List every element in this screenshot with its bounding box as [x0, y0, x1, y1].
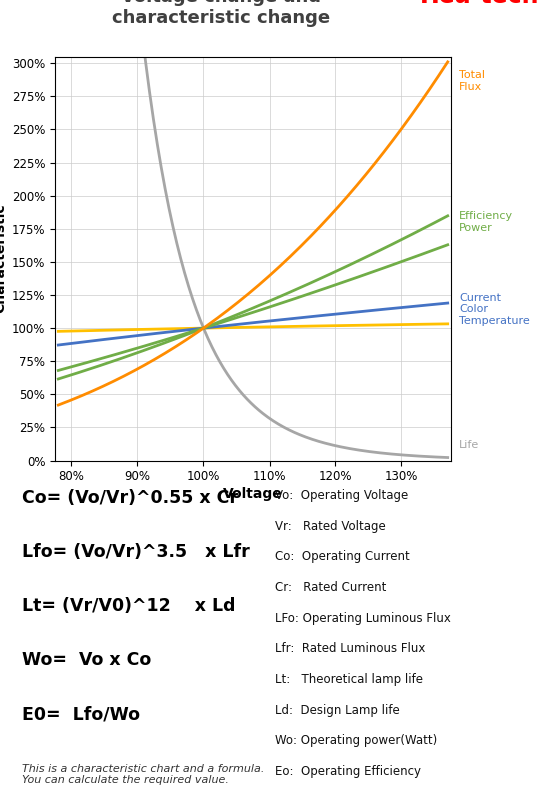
- Text: Vo:  Operating Voltage: Vo: Operating Voltage: [275, 489, 408, 502]
- Text: Lt:   Theoretical lamp life: Lt: Theoretical lamp life: [275, 673, 423, 686]
- Text: Co= (Vo/Vr)^0.55 x Cr: Co= (Vo/Vr)^0.55 x Cr: [22, 489, 238, 507]
- Text: Vr:   Rated Voltage: Vr: Rated Voltage: [275, 520, 386, 532]
- Text: Current
Color
Temperature: Current Color Temperature: [459, 292, 530, 326]
- X-axis label: Voltage: Voltage: [223, 487, 283, 502]
- Text: Efficiency
Power: Efficiency Power: [459, 212, 513, 233]
- Text: E0=  Lfo/Wo: E0= Lfo/Wo: [22, 705, 140, 723]
- Text: Life: Life: [459, 440, 480, 450]
- Text: Lfr:  Rated Luminous Flux: Lfr: Rated Luminous Flux: [275, 642, 425, 655]
- Text: LFo: Operating Luminous Flux: LFo: Operating Luminous Flux: [275, 612, 451, 625]
- Text: Ld:  Design Lamp life: Ld: Design Lamp life: [275, 704, 400, 717]
- Y-axis label: Characteristic: Characteristic: [0, 204, 8, 314]
- Text: Cr:   Rated Current: Cr: Rated Current: [275, 581, 386, 594]
- Text: Hea-tech: Hea-tech: [420, 0, 539, 8]
- Text: This is a characteristic chart and a formula.
You can calculate the required val: This is a characteristic chart and a for…: [22, 764, 265, 785]
- Text: Wo: Operating power(Watt): Wo: Operating power(Watt): [275, 734, 437, 747]
- Text: Lfo= (Vo/Vr)^3.5   x Lfr: Lfo= (Vo/Vr)^3.5 x Lfr: [22, 543, 250, 561]
- Text: Eo:  Operating Efficiency: Eo: Operating Efficiency: [275, 765, 421, 778]
- Text: Total
Flux: Total Flux: [459, 70, 485, 91]
- Text: Wo=  Vo x Co: Wo= Vo x Co: [22, 651, 151, 669]
- Text: Voltage change and
characteristic change: Voltage change and characteristic change: [112, 0, 331, 27]
- Text: Lt= (Vr/V0)^12    x Ld: Lt= (Vr/V0)^12 x Ld: [22, 597, 235, 615]
- Text: Co:  Operating Current: Co: Operating Current: [275, 550, 410, 563]
